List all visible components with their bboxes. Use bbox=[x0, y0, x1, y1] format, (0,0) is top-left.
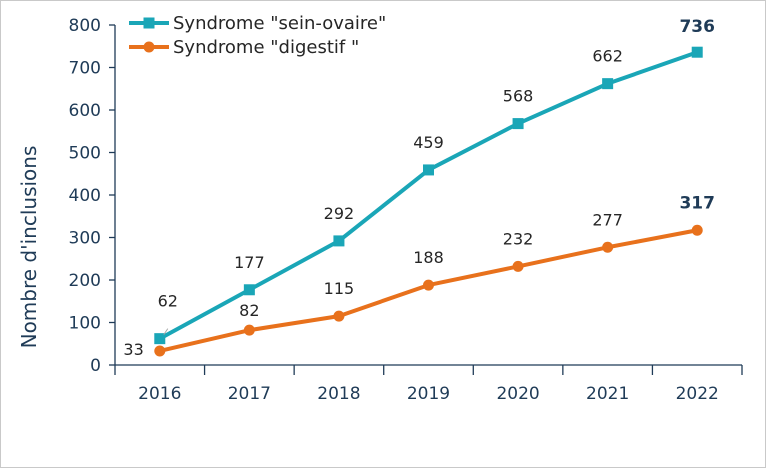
y-tick-label: 100 bbox=[69, 314, 101, 334]
data-point bbox=[423, 279, 434, 291]
data-label: 568 bbox=[503, 87, 534, 106]
x-tick-label: 2022 bbox=[676, 384, 719, 404]
y-tick-label: 600 bbox=[69, 101, 101, 121]
data-point bbox=[512, 118, 524, 130]
y-tick-label: 500 bbox=[69, 144, 101, 164]
data-label: 115 bbox=[324, 279, 355, 298]
data-point bbox=[423, 164, 434, 176]
data-point bbox=[333, 235, 345, 247]
data-label: 62 bbox=[158, 292, 178, 311]
x-axis: 2016 2017 2018 2019 2020 2021 2022 bbox=[114, 364, 743, 404]
legend-marker bbox=[143, 17, 155, 29]
x-tick-label: 2021 bbox=[586, 384, 629, 404]
data-label: 292 bbox=[324, 204, 355, 223]
data-point bbox=[154, 333, 166, 345]
data-label: 317 bbox=[679, 193, 715, 213]
y-axis-title: Nombre d'inclusions bbox=[17, 146, 41, 349]
data-point bbox=[602, 241, 614, 253]
data-label: 82 bbox=[239, 301, 259, 320]
data-label: 277 bbox=[592, 210, 623, 229]
data-label: 736 bbox=[679, 17, 715, 37]
data-point bbox=[512, 260, 524, 272]
x-tick-label: 2020 bbox=[496, 384, 539, 404]
y-tick-label: 200 bbox=[69, 271, 101, 291]
data-label: 662 bbox=[592, 47, 623, 66]
x-tick-label: 2017 bbox=[228, 384, 271, 404]
data-label: 232 bbox=[503, 229, 534, 248]
y-tick-label: 300 bbox=[69, 229, 101, 249]
data-point bbox=[154, 345, 166, 357]
leader-line bbox=[163, 328, 169, 335]
y-tick-label: 400 bbox=[69, 186, 101, 206]
legend-label: Syndrome "sein-ovaire" bbox=[173, 13, 386, 34]
y-tick-label: 800 bbox=[69, 16, 101, 36]
data-point bbox=[691, 46, 703, 58]
data-label: 188 bbox=[413, 248, 444, 267]
data-point bbox=[333, 310, 345, 322]
data-point bbox=[243, 284, 255, 296]
x-tick-label: 2019 bbox=[407, 384, 450, 404]
legend-label: Syndrome "digestif " bbox=[173, 37, 359, 58]
y-tick-label: 700 bbox=[69, 59, 101, 79]
data-point bbox=[691, 224, 703, 236]
legend: Syndrome "sein-ovaire" Syndrome "digestif… bbox=[129, 13, 386, 58]
x-tick-label: 2016 bbox=[138, 384, 181, 404]
data-label: 459 bbox=[413, 133, 444, 152]
data-point bbox=[243, 324, 255, 336]
legend-marker bbox=[143, 41, 155, 53]
data-point bbox=[602, 78, 614, 90]
y-tick-label: 0 bbox=[90, 356, 101, 376]
y-axis: 0 100 200 300 400 500 600 700 800 bbox=[69, 16, 116, 376]
x-tick-label: 2018 bbox=[317, 384, 360, 404]
series-line-0 bbox=[158, 50, 698, 341]
series-group: 62 177 292 459 568 662 736 33 82 115 188 232 277 317 bbox=[123, 17, 715, 359]
data-label: 177 bbox=[234, 253, 265, 272]
data-label: 33 bbox=[123, 340, 143, 359]
